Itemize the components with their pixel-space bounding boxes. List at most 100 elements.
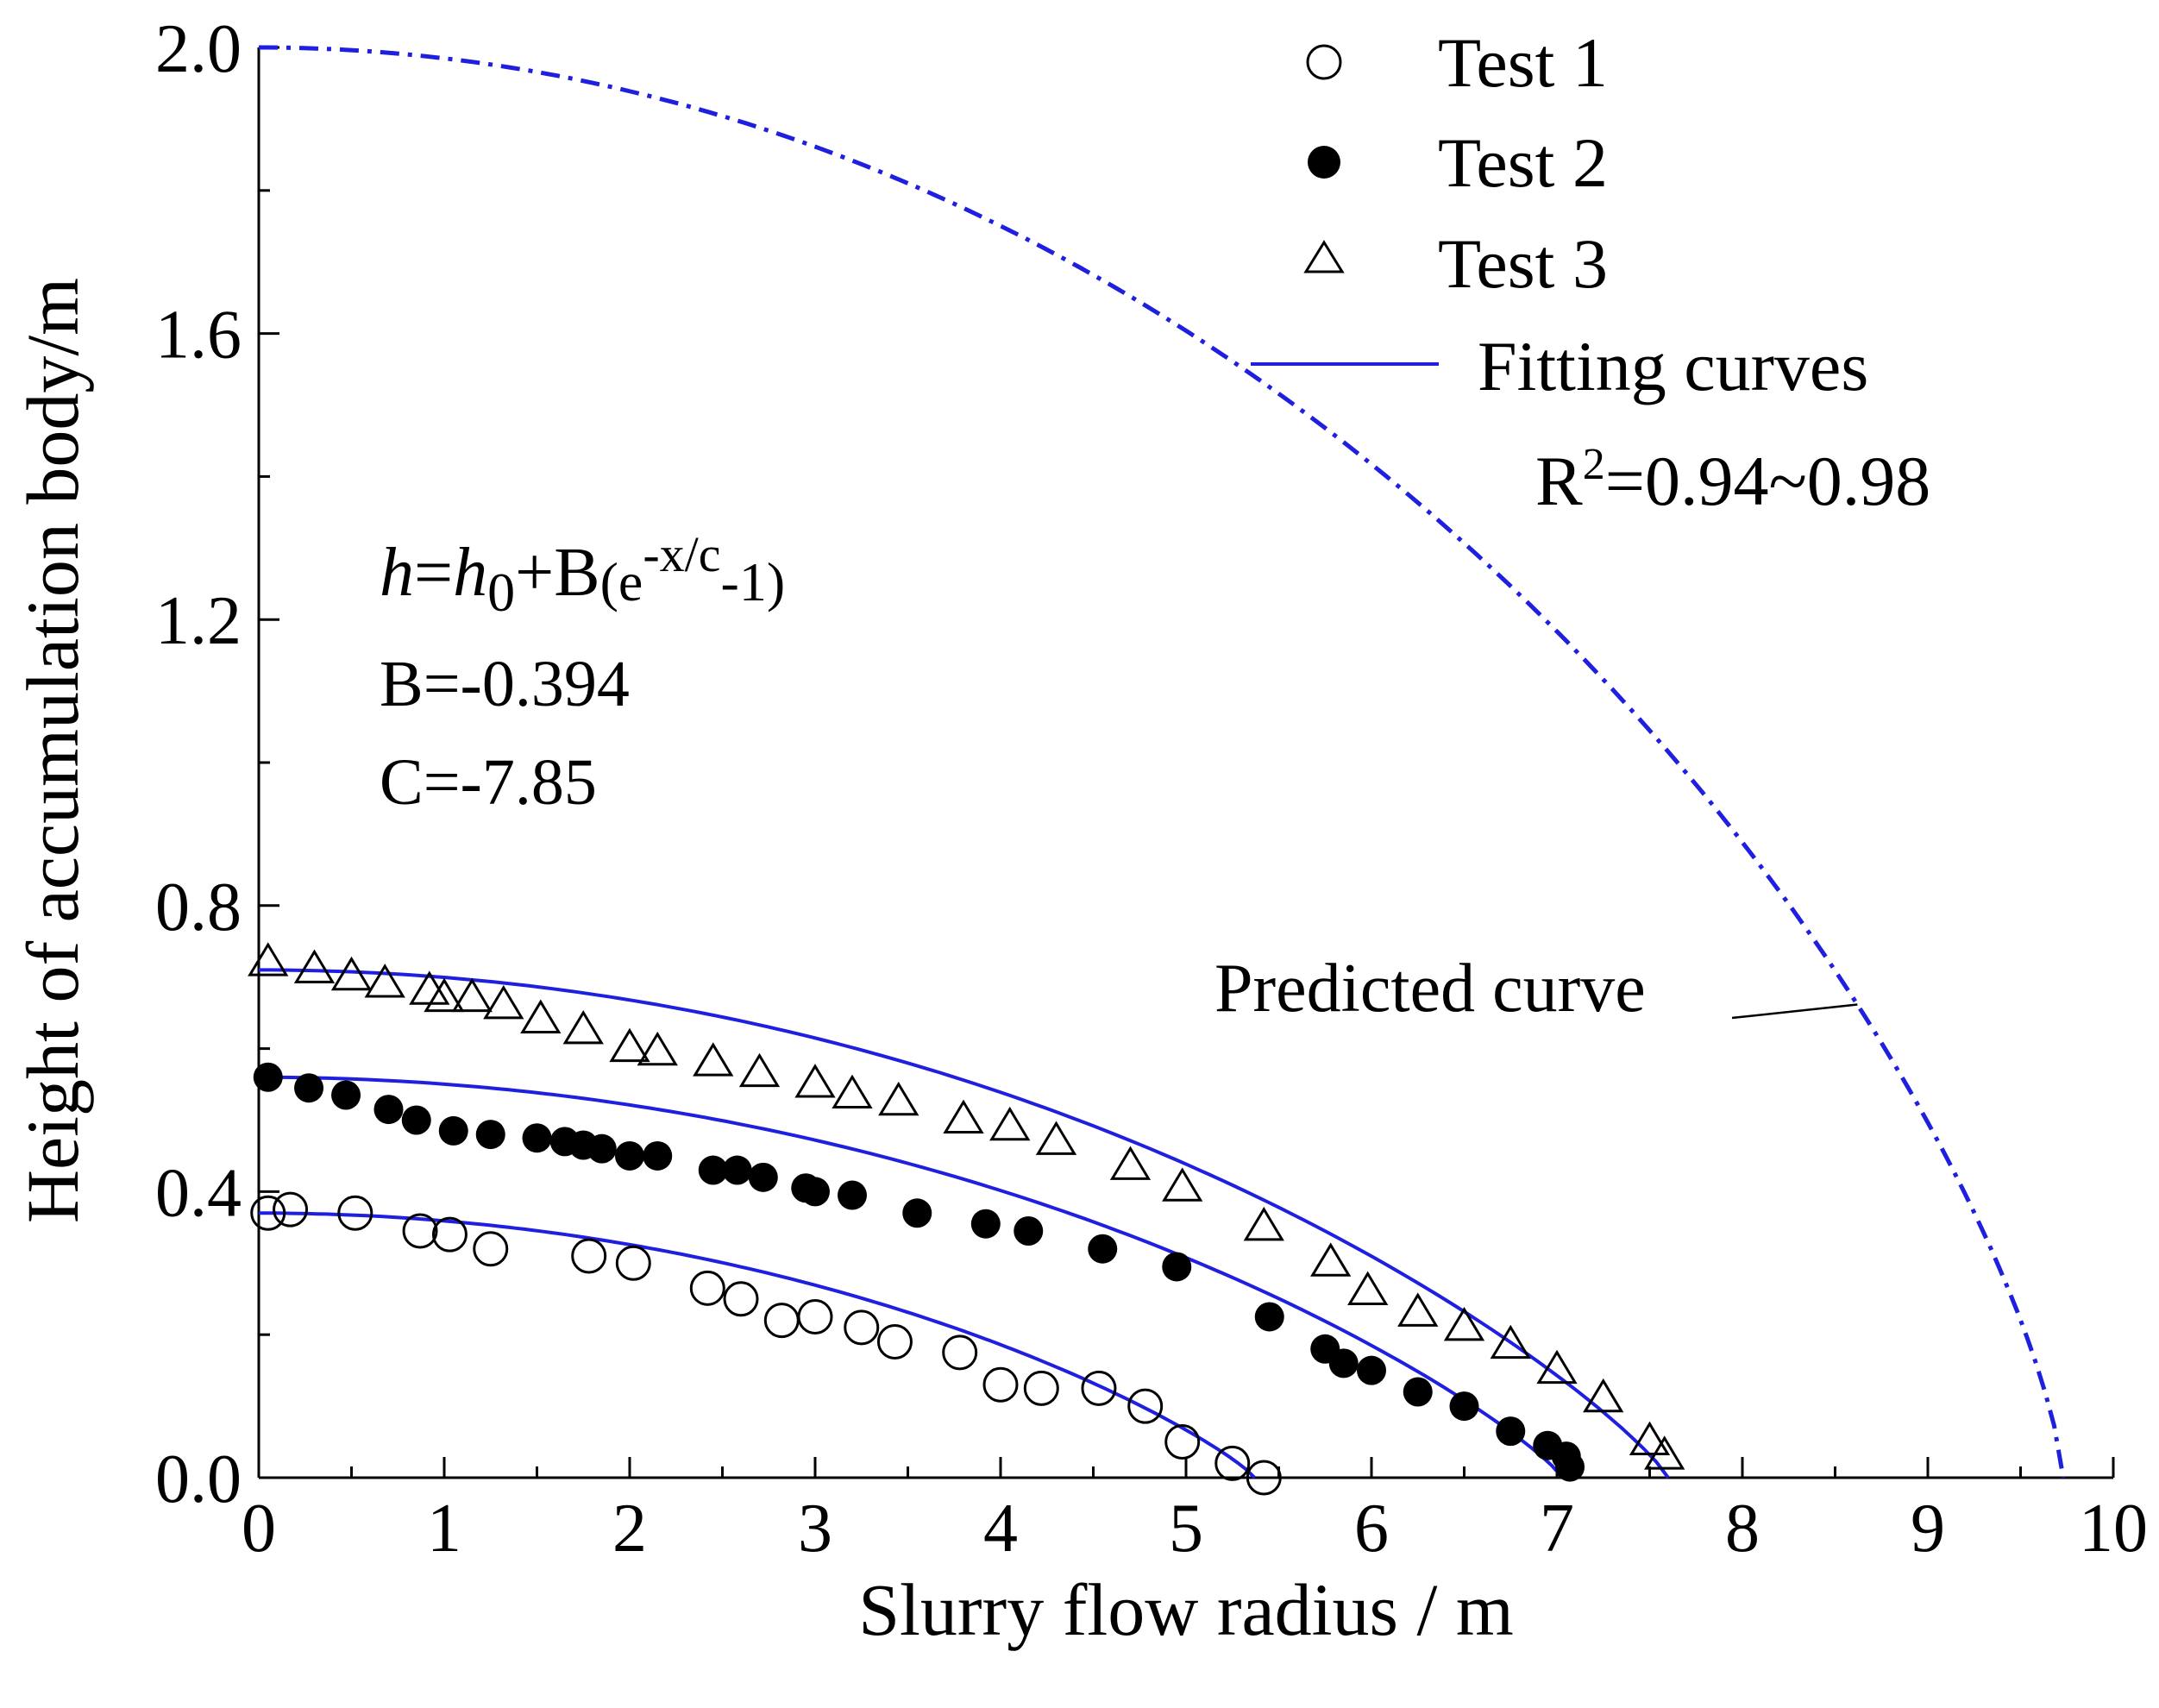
test2-point bbox=[1254, 1302, 1284, 1332]
test2-point bbox=[1357, 1355, 1386, 1385]
test3-point bbox=[330, 956, 373, 991]
test2-point bbox=[401, 1105, 431, 1135]
test2-point bbox=[1496, 1416, 1526, 1447]
y-tick-labels: 0.0 0.4 0.8 1.2 1.6 2.0 bbox=[155, 11, 242, 1517]
test3-point bbox=[1035, 1121, 1077, 1155]
x-tick-label: 6 bbox=[1354, 1491, 1389, 1567]
test3-point bbox=[738, 1052, 781, 1088]
legend-label-test1: Test 1 bbox=[1438, 23, 1608, 102]
test1-point bbox=[942, 1334, 978, 1371]
test1-point bbox=[844, 1309, 880, 1346]
test3-point bbox=[1490, 1324, 1531, 1359]
legend-marker-test3 bbox=[1303, 240, 1345, 273]
test2-point bbox=[970, 1209, 1001, 1239]
test3-point bbox=[693, 1042, 734, 1077]
test3-point bbox=[451, 977, 493, 1013]
test3-point bbox=[1644, 1435, 1685, 1470]
x-tick-label: 4 bbox=[983, 1491, 1018, 1567]
test2-point bbox=[1162, 1252, 1192, 1282]
test1-point bbox=[250, 1195, 286, 1231]
test3-point bbox=[1443, 1306, 1485, 1341]
eq-tail: -1) bbox=[721, 551, 786, 612]
test1-point bbox=[337, 1195, 373, 1231]
x-tick-label: 8 bbox=[1725, 1491, 1760, 1567]
test2-point bbox=[522, 1123, 552, 1153]
fit-equation: h=h0+B(e-x/c-1) bbox=[380, 526, 785, 623]
eq-paren-open: (e bbox=[600, 551, 643, 612]
test2-point bbox=[1555, 1452, 1585, 1482]
test2-point bbox=[1088, 1234, 1118, 1264]
test1-point bbox=[1214, 1445, 1251, 1481]
x-axis-title: Slurry flow radius / m bbox=[858, 1568, 1514, 1651]
test3-point bbox=[424, 977, 465, 1013]
y-tick-label: 0.0 bbox=[155, 1441, 242, 1517]
test3-point bbox=[293, 949, 336, 983]
x-tick-label: 7 bbox=[1540, 1491, 1574, 1567]
test3-point bbox=[1397, 1292, 1439, 1327]
test2-point bbox=[800, 1177, 830, 1207]
marker-layer bbox=[248, 942, 1685, 1496]
test1-point bbox=[431, 1216, 468, 1253]
eq-subscript-0: 0 bbox=[487, 562, 515, 623]
legend-label-fitting: Fitting curves bbox=[1478, 327, 1868, 405]
legend-marker-test2 bbox=[1308, 146, 1340, 179]
legend-label-test2: Test 2 bbox=[1438, 123, 1608, 202]
test3-point bbox=[943, 1099, 984, 1133]
y-tick-label: 1.6 bbox=[155, 298, 242, 374]
test3-point bbox=[1310, 1242, 1352, 1277]
y-tick-label: 1.2 bbox=[155, 583, 242, 659]
test1-point bbox=[982, 1366, 1019, 1403]
legend: Test 1 Test 2 Test 3 Fitting curves R2=0… bbox=[1251, 23, 1930, 520]
predicted-curve-pointer bbox=[1731, 1003, 1858, 1020]
test3-point bbox=[562, 1009, 604, 1045]
test3-point bbox=[989, 1106, 1031, 1141]
test2-point bbox=[722, 1155, 752, 1185]
test1-point bbox=[1164, 1424, 1201, 1460]
test2-point bbox=[1014, 1215, 1044, 1246]
test1-point bbox=[402, 1213, 438, 1249]
fit-curve-3 bbox=[259, 968, 1670, 1479]
eq-plus-b: +B bbox=[515, 535, 599, 611]
r2-prefix: R bbox=[1535, 442, 1583, 520]
r2-value: =0.94~0.98 bbox=[1605, 442, 1931, 520]
eq-exponent: -x/c bbox=[643, 526, 720, 582]
x-tick-label: 9 bbox=[1911, 1491, 1945, 1567]
test2-point bbox=[1328, 1348, 1359, 1378]
test2-point bbox=[438, 1115, 468, 1146]
test2-point bbox=[294, 1073, 324, 1103]
test3-point bbox=[878, 1081, 919, 1116]
test1-point bbox=[1023, 1370, 1059, 1406]
test1-point bbox=[1127, 1388, 1164, 1424]
test1-point bbox=[473, 1231, 509, 1267]
test3-point bbox=[1629, 1421, 1671, 1456]
fit-curve-2 bbox=[259, 1075, 1564, 1479]
test2-point bbox=[331, 1080, 361, 1110]
test2-point bbox=[748, 1162, 778, 1192]
y-tick-label: 0.4 bbox=[155, 1155, 242, 1231]
test2-point bbox=[1403, 1377, 1433, 1407]
y-axis-title: Height of accumulation body/m bbox=[11, 278, 94, 1223]
fit-layer bbox=[259, 968, 1670, 1479]
fit-curve-1 bbox=[259, 1211, 1256, 1479]
test3-point bbox=[1162, 1167, 1203, 1202]
b-value: B=-0.394 bbox=[380, 648, 630, 720]
test3-point bbox=[609, 1027, 650, 1063]
test1-point bbox=[1246, 1460, 1282, 1496]
test3-point bbox=[1243, 1206, 1284, 1241]
y-tick-label: 2.0 bbox=[155, 11, 242, 87]
test3-point bbox=[483, 984, 524, 1020]
test2-point bbox=[643, 1140, 673, 1171]
test2-point bbox=[698, 1155, 728, 1185]
test1-point bbox=[689, 1270, 725, 1306]
test3-point bbox=[248, 942, 289, 976]
x-tick-label: 0 bbox=[242, 1491, 276, 1567]
test2-point bbox=[253, 1062, 283, 1092]
test1-point bbox=[723, 1281, 759, 1317]
test3-point bbox=[364, 964, 405, 998]
c-value: C=-7.85 bbox=[380, 746, 597, 819]
test2-point bbox=[373, 1095, 404, 1125]
test1-point bbox=[797, 1298, 833, 1334]
x-tick-label: 1 bbox=[427, 1491, 461, 1567]
legend-marker-test1 bbox=[1306, 44, 1342, 80]
